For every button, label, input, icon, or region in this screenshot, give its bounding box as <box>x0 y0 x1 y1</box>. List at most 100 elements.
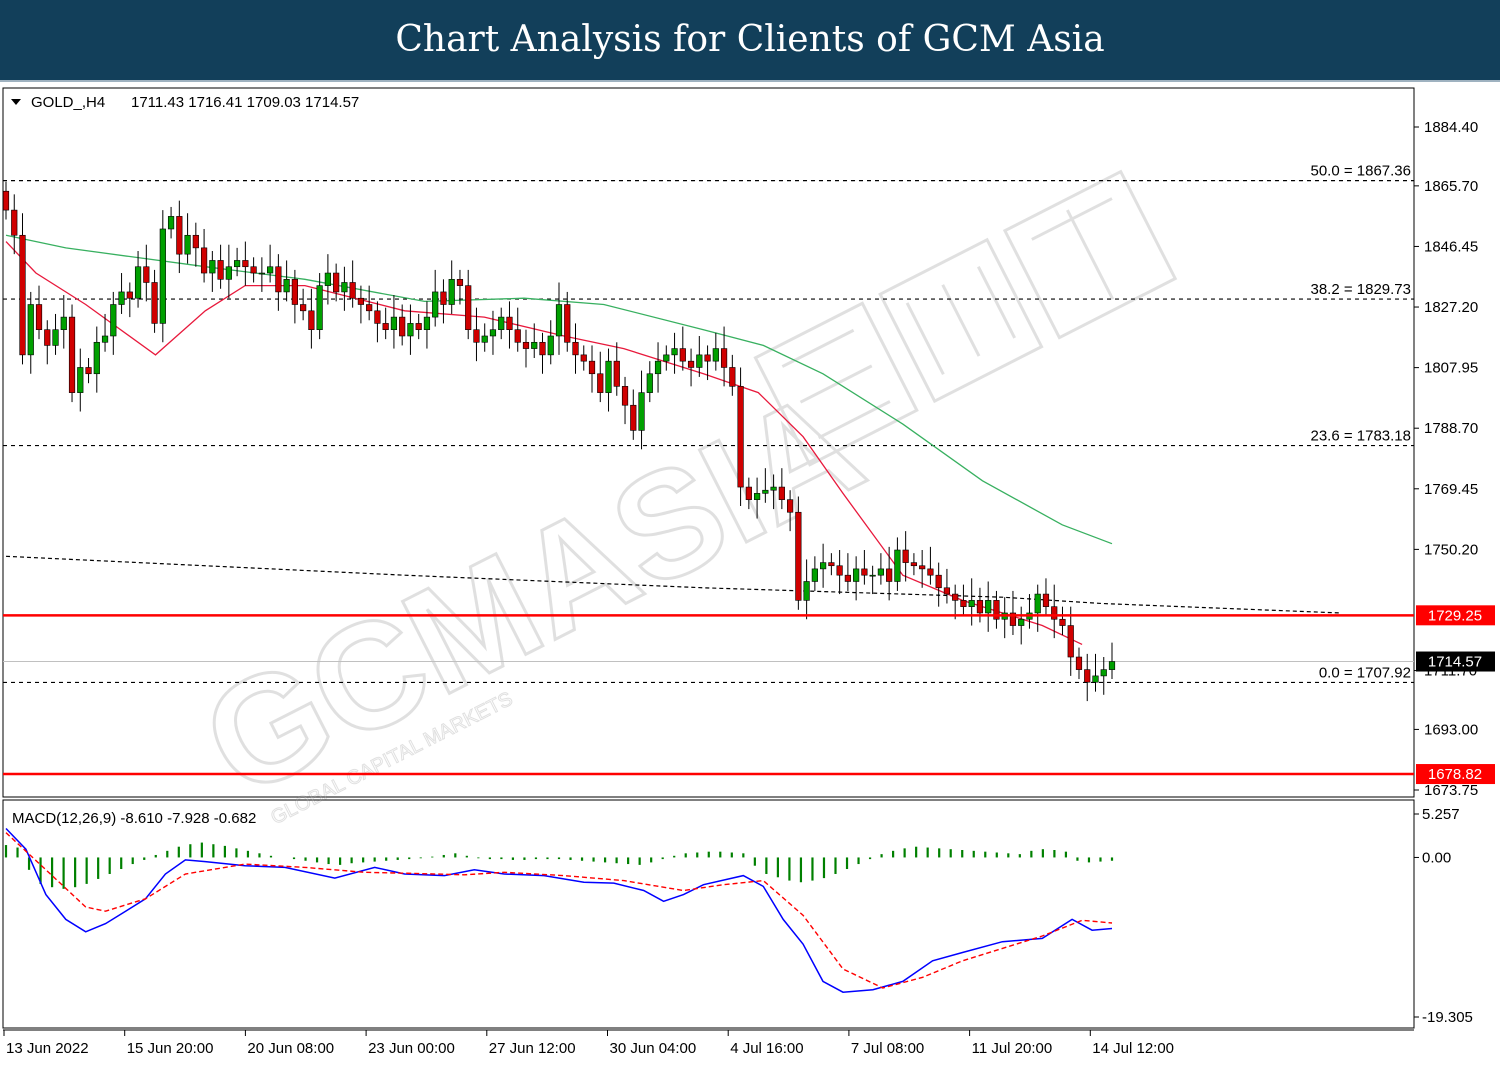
candle <box>192 222 199 267</box>
macd-line <box>5 827 1113 993</box>
candle <box>811 556 818 591</box>
candle <box>1051 584 1058 639</box>
current-price-tag <box>1416 651 1495 672</box>
candle <box>234 247 241 277</box>
time-tick-label: 15 Jun 20:00 <box>127 1040 214 1057</box>
price-tick-label: 1750.20 <box>1424 541 1478 558</box>
candle <box>184 213 191 264</box>
candle <box>522 329 530 368</box>
candle <box>423 301 431 349</box>
time-tick-label: 11 Jul 20:00 <box>972 1040 1053 1057</box>
candle <box>283 260 290 302</box>
candle <box>366 285 373 321</box>
candle <box>795 496 802 610</box>
candle <box>19 213 26 365</box>
candle <box>828 553 835 576</box>
candle <box>787 490 794 532</box>
candle <box>1108 642 1116 680</box>
level-tag-0 <box>1416 605 1495 626</box>
candle <box>275 254 282 311</box>
fib-level-label-2: 23.6 = 1783.18 <box>1310 428 1411 445</box>
candle <box>712 332 719 371</box>
candle <box>605 348 612 412</box>
ma-fast-line <box>5 241 1083 645</box>
symbol-label: GOLD_,H4 <box>31 94 105 111</box>
candle <box>968 578 975 626</box>
candle <box>836 550 843 595</box>
candle <box>489 310 497 355</box>
candle <box>357 285 365 324</box>
candle <box>555 282 563 355</box>
candle <box>11 194 18 255</box>
candle <box>564 291 571 352</box>
candle <box>1092 653 1099 692</box>
watermark-chinese-mark <box>753 169 1178 467</box>
symbol-dropdown-icon[interactable] <box>11 99 21 105</box>
macd-tick-label: 5.257 <box>1422 806 1460 823</box>
candle <box>1067 606 1074 676</box>
time-tick-label: 13 Jun 2022 <box>6 1040 89 1057</box>
candle <box>613 342 620 396</box>
candle <box>349 260 356 308</box>
candle <box>976 587 984 623</box>
price-tick-label: 1807.95 <box>1424 360 1478 377</box>
price-tick-label: 1769.45 <box>1424 481 1478 498</box>
candle <box>432 269 439 327</box>
page-title: Chart Analysis for Clients of GCM Asia <box>395 19 1105 60</box>
candle <box>663 345 670 371</box>
fibonacci-levels: 50.0 = 1867.36 38.2 = 1829.73 23.6 = 1783.… <box>3 163 1414 684</box>
candle <box>572 323 579 374</box>
candle <box>844 553 851 591</box>
candle <box>126 282 133 318</box>
candle <box>341 266 348 311</box>
candle <box>638 370 645 450</box>
candle <box>498 307 505 340</box>
candle <box>993 590 1000 629</box>
level-tag-1 <box>1416 764 1495 785</box>
candle <box>101 313 109 352</box>
candle <box>770 474 777 510</box>
candle <box>382 307 389 340</box>
price-tick-label: 1884.40 <box>1424 119 1478 136</box>
candle <box>209 251 216 292</box>
candle <box>646 361 653 403</box>
candle <box>877 553 884 585</box>
support-resistance-levels: 1729.25 1678.82 <box>3 605 1495 785</box>
macd-indicator <box>4 827 1114 993</box>
candle <box>242 241 249 286</box>
candle <box>27 291 34 374</box>
candle <box>291 269 298 324</box>
price-panel-frame <box>2 87 1415 798</box>
candle <box>853 556 860 601</box>
candle <box>176 200 183 274</box>
candle <box>68 304 76 403</box>
candle <box>902 531 909 582</box>
candle <box>547 320 554 365</box>
candle <box>316 273 323 340</box>
candle <box>729 354 736 396</box>
candle <box>217 244 224 289</box>
candle <box>869 565 876 595</box>
price-tick-label: 1865.70 <box>1424 178 1478 195</box>
level-tag-label-0: 1729.25 <box>1428 607 1482 624</box>
candle <box>167 206 175 239</box>
time-tick-label: 7 Jul 08:00 <box>851 1040 924 1057</box>
time-tick-label: 14 Jul 12:00 <box>1092 1040 1174 1057</box>
candle <box>134 251 142 308</box>
candle <box>333 263 340 302</box>
candle <box>531 323 538 359</box>
candle <box>861 550 868 585</box>
candle <box>250 257 257 283</box>
header-banner: Chart Analysis for Clients of GCM Asia <box>0 0 1500 82</box>
price-tick-label: 1846.45 <box>1424 238 1478 255</box>
candle <box>778 468 785 510</box>
candle <box>85 358 92 384</box>
candle <box>687 348 695 387</box>
candle <box>159 210 166 343</box>
candle <box>952 584 959 620</box>
candle <box>597 351 604 403</box>
candle <box>679 326 686 371</box>
candle <box>630 389 637 440</box>
macd-axis: 5.257 0.00 -19.305 <box>1414 806 1473 1026</box>
ohlc-label: 1711.43 1716.41 1709.03 1714.57 <box>131 94 359 111</box>
